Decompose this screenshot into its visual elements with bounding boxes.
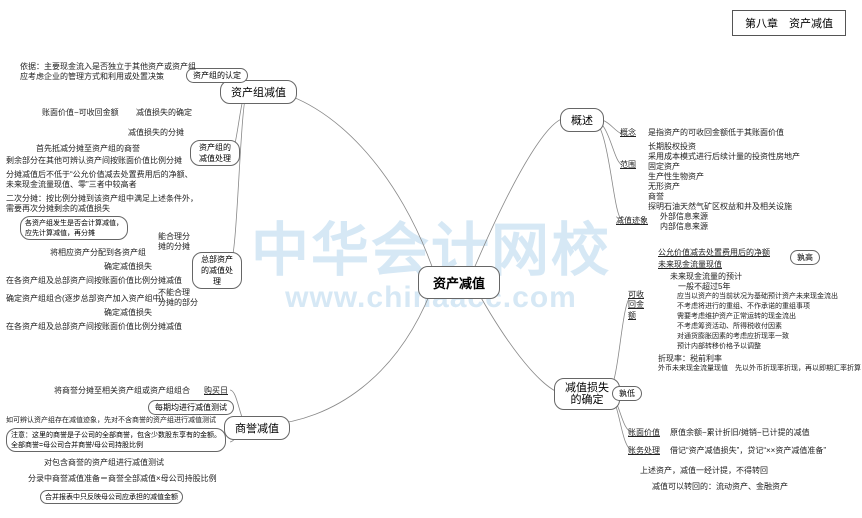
pv-9: 外币未来现金流量现值 先以外币折现率折现，再以即期汇率折算 xyxy=(658,364,861,373)
scope-6: 探明石油天然气矿区权益和井及相关设施 xyxy=(648,202,792,212)
pv-4: 需要考虑维护资产正常运转的现金流出 xyxy=(670,312,796,321)
note-1: 上述资产，减值一经计提，不得转回 xyxy=(640,466,768,476)
tl-b2d: 二次分摊：按比例分摊到该资产组中满足上述条件外， 需要再次分摊剩余的减值损失 xyxy=(6,194,198,215)
tl-c-b1: 确定资产组组合(逐步总部资产加入资产组中) xyxy=(6,294,163,304)
tl-c-a2: 将相应资产分配到各资产组 xyxy=(50,248,146,258)
pv-2: 应当以资产的当前状况为基础预计资产未来现金流出 xyxy=(670,292,838,301)
pv-7: 预计内部转移价格予以调整 xyxy=(670,342,761,351)
node-acct: 账务处理 xyxy=(628,446,660,456)
node-asset-group: 资产组减值 xyxy=(220,80,297,104)
tl-c-a3: 确定减值损失 xyxy=(104,262,152,272)
bl-a: 购买日 xyxy=(204,386,228,396)
bl-a-txt: 将商誉分摊至相关资产组或资产组组合 xyxy=(54,386,190,396)
pv-1: 一般不超过5年 xyxy=(670,282,730,292)
pv-5: 不考虑筹资活动、所得税收付因素 xyxy=(670,322,782,331)
tag-low: 孰低 xyxy=(612,386,642,401)
node-center: 资产减值 xyxy=(418,266,500,299)
tl-c-b3: 在各资产组及总部资产间按账面价值比例分摊减值 xyxy=(6,322,182,332)
sign-1: 内部信息来源 xyxy=(660,222,708,232)
chapter-header: 第八章 资产减值 xyxy=(732,10,846,36)
tl-b2c: 分摊减值后不低于“公允价值减去处置费用后的净额、 未来现金流量现值、零”三者中较… xyxy=(6,170,193,191)
node-overview: 概述 xyxy=(560,108,604,132)
scope-4: 无形资产 xyxy=(648,182,680,192)
tl-c-a1: 各资产组发生是否会计算减值， 应先计算减值，再分摊 xyxy=(20,216,128,240)
node-loss: 减值损失的确定 xyxy=(554,378,620,410)
pv-3: 不考虑将进行的重组、不作承诺的重组事项 xyxy=(670,302,810,311)
tl-c-a4: 在各资产组及总部资产间按账面价值比例分摊减值 xyxy=(6,276,182,286)
pv-8: 折现率：税前利率 xyxy=(658,354,722,364)
scope-1: 采用成本模式进行后续计量的投资性房地产 xyxy=(648,152,800,162)
tl-b: 资产组的减值处理 xyxy=(190,140,240,166)
tl-c: 总部资产的减值处理 xyxy=(192,252,242,289)
tl-b2a: 首先抵减分摊至资产组的商誉 xyxy=(36,144,140,154)
bl-b: 每期均进行减值测试 xyxy=(148,400,234,415)
tl-b1: 账面价值−可收回金额 xyxy=(42,108,119,118)
tl-b2: 减值损失的分摊 xyxy=(128,128,184,138)
bl-b5: 合并报表中只反映母公司应承担的减值金额 xyxy=(40,490,183,504)
tl-b1r: 减值损失的确定 xyxy=(136,108,192,118)
node-recoverable: 可收回金额 xyxy=(628,290,648,321)
node-concept: 概念 xyxy=(620,128,636,138)
bl-b3: 对包含商誉的资产组进行减值测试 xyxy=(44,458,164,468)
pv-0: 未来现金流量的预计 xyxy=(670,272,742,282)
tl-c-b2: 确定减值损失 xyxy=(104,308,152,318)
txt-concept: 是指资产的可收回金额低于其账面价值 xyxy=(648,128,784,138)
rec-a: 公允价值减去处置费用后的净额 xyxy=(658,248,770,258)
scope-5: 商誉 xyxy=(648,192,664,202)
node-scope: 范围 xyxy=(620,160,636,170)
node-goodwill: 商誉减值 xyxy=(224,416,290,440)
scope-2: 固定资产 xyxy=(648,162,680,172)
rec-b: 未来现金流量现值 xyxy=(658,260,722,270)
tl-b2b: 剩余部分在其他可辨认资产间按账面价值比例分摊 xyxy=(6,156,182,166)
bl-b2: 注意：这里的商誉是子公司的全部商誉，包含少数股东享有的金额。 全部商誉=母公司合… xyxy=(6,428,226,452)
node-book: 账面价值 xyxy=(628,428,660,438)
bl-b4: 分录中商誉减值准备＝商誉全部减值×母公司持股比例 xyxy=(28,474,217,484)
txt-acct: 借记“资产减值损失”，贷记“××资产减值准备” xyxy=(670,446,826,456)
node-sign: 减值迹象 xyxy=(616,216,648,226)
tag-high: 孰高 xyxy=(790,250,820,265)
note-2: 减值可以转回的：流动资产、金融资产 xyxy=(652,482,788,492)
sign-0: 外部信息来源 xyxy=(660,212,708,222)
txt-book: 原值余额−累计折旧/摊销−已计提的减值 xyxy=(670,428,810,438)
pv-6: 对通货膨胀因素的考虑应折现率一致 xyxy=(670,332,789,341)
scope-0: 长期股权投资 xyxy=(648,142,696,152)
tl-c-a: 能合理分 摊的分摊 xyxy=(158,232,190,253)
bl-b1: 如可辨认资产组存在减值迹象，先对不含商誉的资产组进行减值测试 xyxy=(6,416,216,425)
tl-c-b: 不能合理 分摊的部分 xyxy=(158,288,198,309)
tl-a-txt: 依据：主要现金流入是否独立于其他资产或资产组 应考虑企业的管理方式和利用或处置决… xyxy=(20,62,196,83)
scope-3: 生产性生物资产 xyxy=(648,172,704,182)
